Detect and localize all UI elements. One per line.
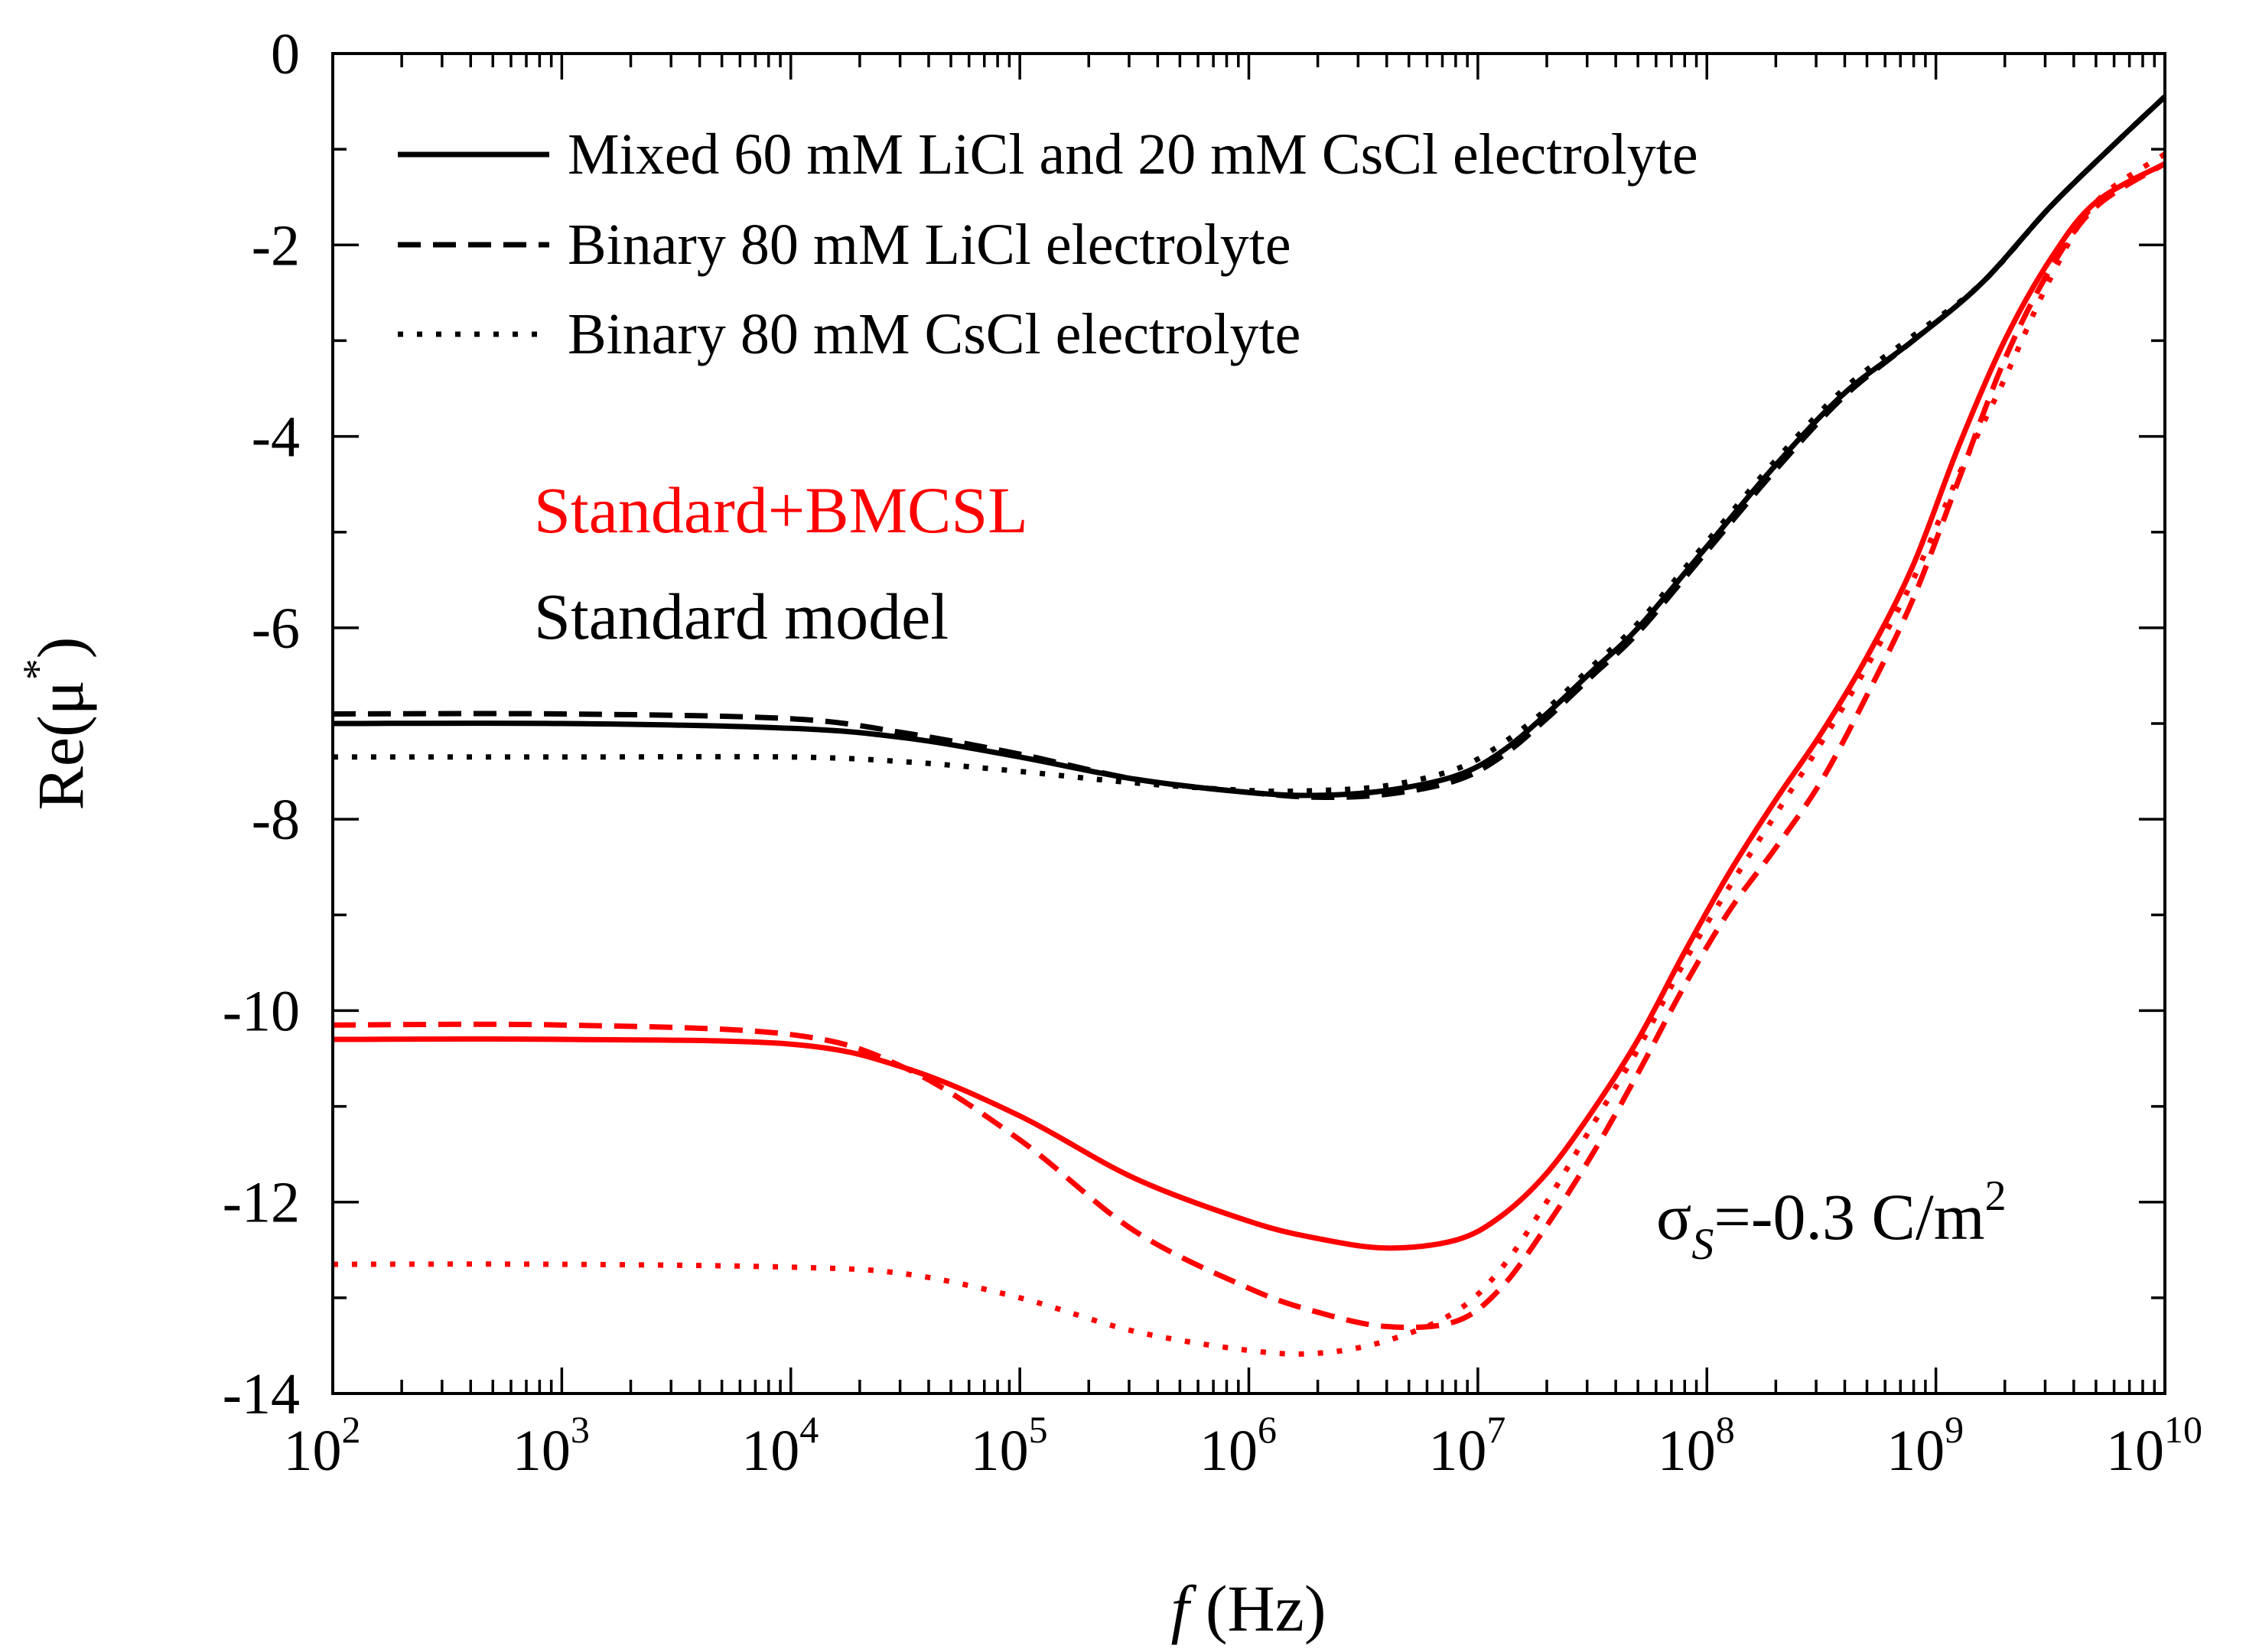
x-tick-exponent: 9 [1945,1408,1964,1451]
series-line-dotted-black [332,94,2167,795]
annotation-standard-bmcsl: Standard+BMCSL [534,473,1028,547]
y-tick-label: 0 [271,22,300,86]
annotation-standard-model: Standard model [534,580,949,653]
series-line-dashed-red [332,161,2166,1331]
x-tick-base: 10 [1886,1419,1945,1483]
sigma-subscript: S [1691,1219,1714,1269]
x-tick-exponent: 8 [1716,1408,1735,1451]
x-tick-base: 10 [513,1419,571,1483]
x-tick-base: 10 [741,1419,799,1483]
y-axis-base: Re(μ [24,680,97,810]
x-tick-exponent: 7 [1486,1408,1505,1451]
tick-labels: 102 103 104 105 106 107 108 109 10100-2-4-6-8-10… [223,22,2202,1483]
tick-marks [331,52,2166,1395]
legend-label-mixed: Mixed 60 mM LiCl and 20 mM CsCl electrol… [568,122,1698,187]
y-tick-label: -10 [223,979,300,1043]
y-tick-label: -12 [223,1171,300,1235]
x-tick-exponent: 2 [342,1408,361,1451]
y-axis-close: ) [24,637,97,659]
x-tick-label: 106 [1199,1408,1277,1483]
x-tick-label: 108 [1658,1408,1735,1483]
x-tick-label: 107 [1428,1408,1505,1483]
x-tick-exponent: 5 [1029,1408,1048,1451]
x-tick-label: 109 [1886,1408,1964,1483]
series-line-dashed-black [332,94,2167,801]
y-axis-title: Re(μ*) [15,637,97,811]
sigma-symbol: σ [1656,1180,1691,1254]
x-tick-exponent: 10 [2164,1408,2202,1451]
series-line-solid-black [332,94,2167,798]
y-tick-label: -14 [223,1362,300,1426]
x-tick-exponent: 3 [571,1408,590,1451]
annotation-surface-charge: σS=-0.3 C/m2 [1656,1172,2007,1269]
x-axis-unit: (Hz) [1206,1572,1326,1645]
x-tick-base: 10 [1428,1419,1486,1483]
x-tick-base: 10 [2106,1419,2164,1483]
series-line-dotted-red [332,151,2166,1357]
y-axis-title-group: Re(μ*) [15,637,97,811]
legend-label-licl: Binary 80 mM LiCl electrolyte [568,213,1291,277]
x-tick-label: 104 [741,1408,819,1483]
y-tick-label: -8 [252,788,300,852]
y-tick-label: -2 [252,213,300,278]
series-group [332,94,2167,1357]
legend: Mixed 60 mM LiCl and 20 mM CsCl electrol… [398,122,1698,366]
y-tick-label: -6 [252,597,300,661]
x-tick-base: 10 [971,1419,1029,1483]
sigma-value: =-0.3 C/m [1714,1180,1984,1254]
plot-frame [331,52,2166,1395]
x-tick-exponent: 4 [799,1408,819,1451]
sigma-superscript: 2 [1985,1172,2007,1220]
x-axis-title: f (Hz) [1171,1572,1326,1645]
x-tick-label: 105 [971,1408,1048,1483]
x-tick-base: 10 [1199,1419,1258,1483]
y-tick-label: -4 [252,405,300,470]
x-tick-label: 1010 [2106,1408,2202,1483]
legend-label-cscl: Binary 80 mM CsCl electrolyte [568,302,1300,366]
x-tick-label: 103 [513,1408,590,1483]
x-tick-exponent: 6 [1258,1408,1277,1451]
x-tick-base: 10 [1658,1419,1716,1483]
x-axis-space [1189,1572,1206,1645]
x-tick-label: 102 [284,1408,361,1483]
x-tick-base: 10 [284,1419,342,1483]
y-axis-superscript: * [15,659,62,680]
